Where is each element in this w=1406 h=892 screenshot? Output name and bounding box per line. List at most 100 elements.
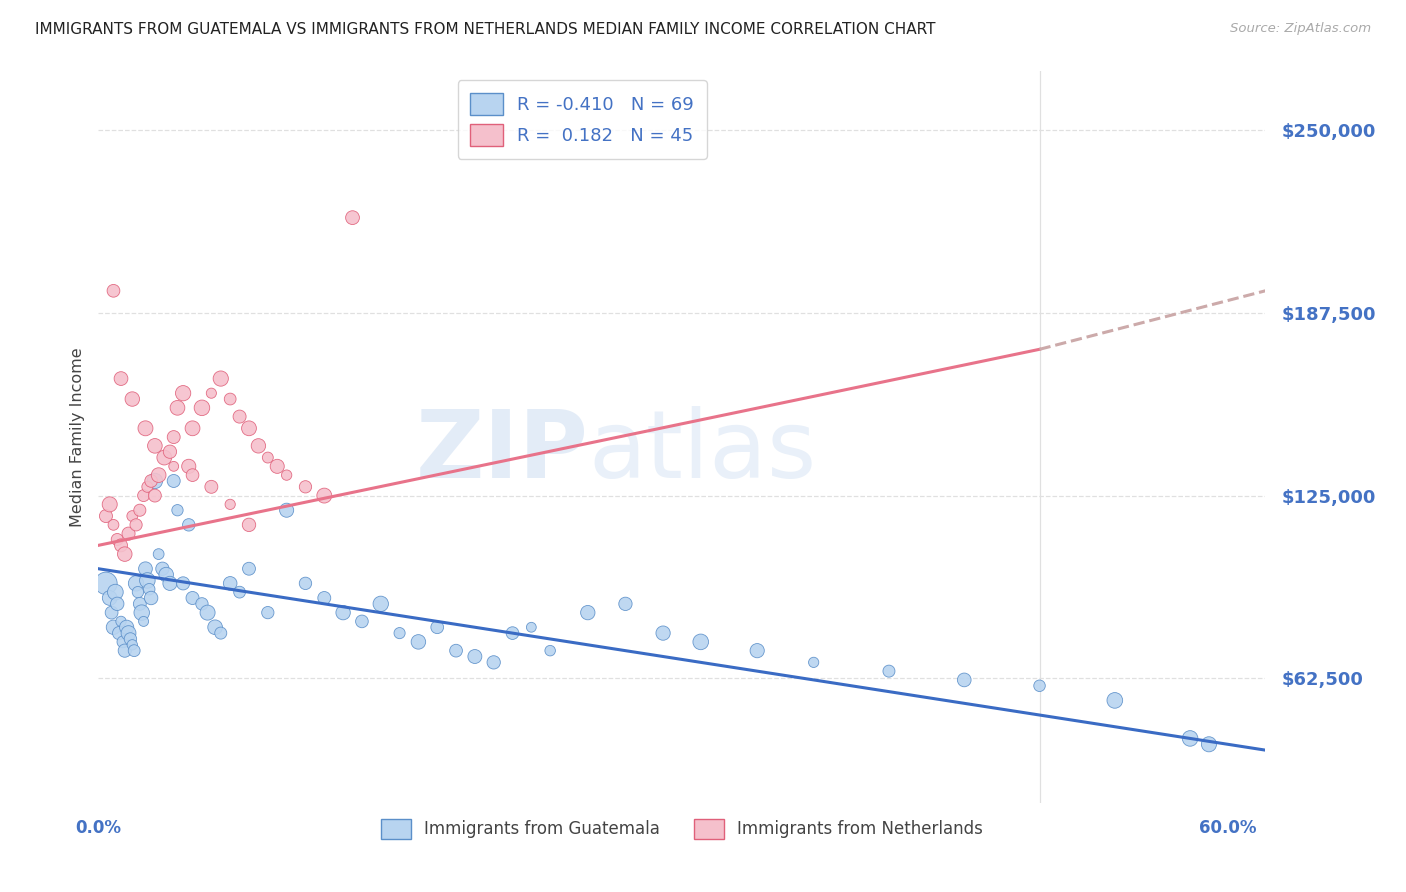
Point xyxy=(538,643,561,657)
Point xyxy=(238,517,260,532)
Point xyxy=(197,606,219,620)
Point xyxy=(143,474,166,488)
Point xyxy=(350,615,373,629)
Point xyxy=(128,503,150,517)
Point xyxy=(191,401,214,415)
Point xyxy=(134,562,156,576)
Point xyxy=(134,421,156,435)
Point xyxy=(148,547,170,561)
Point xyxy=(103,620,125,634)
Point xyxy=(482,656,505,670)
Point xyxy=(132,615,155,629)
Point xyxy=(98,591,121,605)
Point xyxy=(181,591,204,605)
Point xyxy=(652,626,675,640)
Point xyxy=(121,392,143,406)
Point xyxy=(166,503,188,517)
Point xyxy=(139,474,162,488)
Point xyxy=(104,585,127,599)
Point xyxy=(219,576,242,591)
Point xyxy=(117,526,139,541)
Point xyxy=(266,459,288,474)
Point xyxy=(177,517,200,532)
Point xyxy=(105,597,128,611)
Point xyxy=(294,480,316,494)
Point xyxy=(747,643,769,657)
Point xyxy=(200,386,222,401)
Point xyxy=(110,615,132,629)
Point xyxy=(1198,737,1220,751)
Point xyxy=(127,585,149,599)
Point xyxy=(256,450,278,465)
Point xyxy=(256,606,278,620)
Point xyxy=(114,547,136,561)
Point xyxy=(294,576,316,591)
Point xyxy=(276,468,298,483)
Text: Source: ZipAtlas.com: Source: ZipAtlas.com xyxy=(1230,22,1371,36)
Point xyxy=(238,421,260,435)
Point xyxy=(177,459,200,474)
Point xyxy=(155,567,177,582)
Point xyxy=(163,474,186,488)
Point xyxy=(314,489,336,503)
Point xyxy=(105,533,128,547)
Point xyxy=(576,606,599,620)
Point xyxy=(148,468,170,483)
Point xyxy=(464,649,486,664)
Point xyxy=(159,444,181,458)
Point xyxy=(163,430,186,444)
Point xyxy=(1104,693,1126,707)
Point xyxy=(1028,679,1050,693)
Point xyxy=(444,643,467,657)
Point xyxy=(332,606,354,620)
Y-axis label: Median Family Income: Median Family Income xyxy=(69,347,84,527)
Point xyxy=(122,643,145,657)
Point xyxy=(94,509,117,524)
Point xyxy=(138,582,160,597)
Point xyxy=(228,409,250,424)
Point xyxy=(159,576,181,591)
Point xyxy=(877,664,900,678)
Point xyxy=(111,635,134,649)
Point xyxy=(689,635,711,649)
Point xyxy=(614,597,637,611)
Point xyxy=(117,626,139,640)
Point xyxy=(181,421,204,435)
Point xyxy=(108,626,131,640)
Point xyxy=(100,606,122,620)
Point xyxy=(136,480,159,494)
Point xyxy=(204,620,226,634)
Point xyxy=(143,439,166,453)
Point xyxy=(342,211,364,225)
Point xyxy=(120,632,142,646)
Point xyxy=(803,656,825,670)
Point xyxy=(209,626,232,640)
Point xyxy=(172,386,194,401)
Point xyxy=(209,371,232,385)
Point xyxy=(502,626,524,640)
Text: atlas: atlas xyxy=(589,406,817,498)
Point xyxy=(276,503,298,517)
Point xyxy=(166,401,188,415)
Point xyxy=(163,459,186,474)
Point xyxy=(125,576,148,591)
Point xyxy=(200,480,222,494)
Point xyxy=(110,538,132,552)
Point xyxy=(121,509,143,524)
Point xyxy=(172,576,194,591)
Point xyxy=(131,606,153,620)
Point xyxy=(408,635,430,649)
Point xyxy=(143,489,166,503)
Point xyxy=(219,497,242,511)
Text: IMMIGRANTS FROM GUATEMALA VS IMMIGRANTS FROM NETHERLANDS MEDIAN FAMILY INCOME CO: IMMIGRANTS FROM GUATEMALA VS IMMIGRANTS … xyxy=(35,22,935,37)
Point xyxy=(103,284,125,298)
Point xyxy=(128,597,150,611)
Point xyxy=(191,597,214,611)
Point xyxy=(115,620,138,634)
Point xyxy=(520,620,543,634)
Point xyxy=(219,392,242,406)
Point xyxy=(370,597,392,611)
Point xyxy=(426,620,449,634)
Point xyxy=(228,585,250,599)
Point xyxy=(153,450,176,465)
